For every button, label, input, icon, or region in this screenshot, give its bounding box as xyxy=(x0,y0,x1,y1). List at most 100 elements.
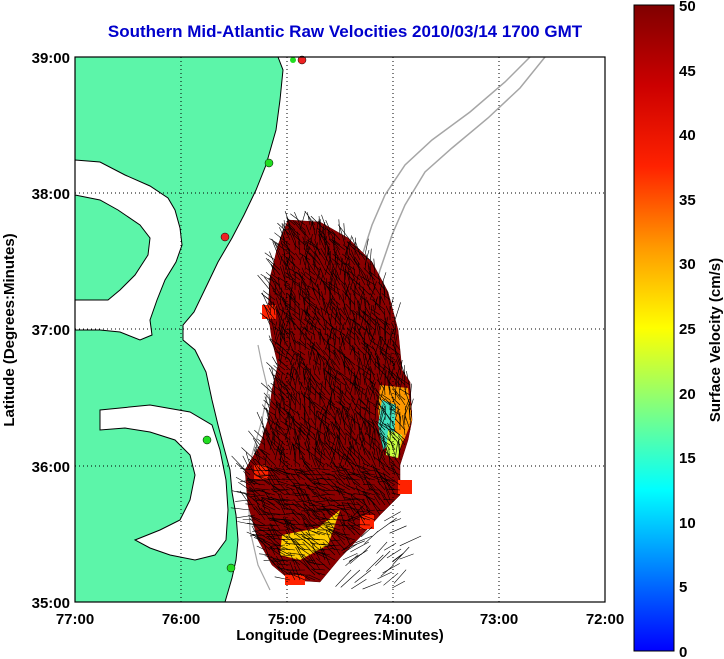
velocity-arrow xyxy=(323,404,336,421)
velocity-arrow xyxy=(378,347,391,356)
velocity-arrow xyxy=(269,419,286,431)
velocity-arrow xyxy=(288,505,296,516)
velocity-arrow xyxy=(236,514,256,519)
velocity-arrow xyxy=(375,447,381,466)
velocity-arrow xyxy=(325,525,341,531)
velocity-arrow xyxy=(288,287,296,301)
velocity-arrow xyxy=(339,454,344,466)
velocity-arrow xyxy=(291,527,306,531)
velocity-arrow xyxy=(379,432,396,446)
velocity-arrow xyxy=(297,474,306,481)
velocity-arrow xyxy=(250,515,261,521)
velocity-arrow xyxy=(289,521,296,536)
velocity-arrow xyxy=(282,395,286,406)
velocity-arrow xyxy=(316,410,321,421)
velocity-arrow xyxy=(358,366,361,376)
velocity-arrow xyxy=(360,252,366,261)
velocity-arrow xyxy=(321,279,331,291)
velocity-arrow xyxy=(282,223,291,241)
velocity-arrow xyxy=(304,317,310,331)
velocity-arrow xyxy=(369,271,381,281)
velocity-arrow xyxy=(275,402,291,416)
colorbar-tick-label: 45 xyxy=(679,63,696,80)
station-marker xyxy=(264,158,274,168)
velocity-arrow xyxy=(267,535,281,551)
velocity-arrow xyxy=(369,424,372,436)
velocity-arrow xyxy=(333,538,346,551)
velocity-arrow xyxy=(275,372,281,381)
velocity-arrow xyxy=(274,350,291,361)
velocity-arrow xyxy=(364,309,367,326)
velocity-arrow xyxy=(273,484,286,486)
velocity-arrow xyxy=(371,441,381,451)
velocity-arrow xyxy=(324,235,331,256)
velocity-arrow xyxy=(390,408,401,416)
velocity-arrow xyxy=(342,307,351,326)
velocity-arrow xyxy=(390,338,401,351)
velocity-arrow xyxy=(347,522,361,536)
velocity-arrow xyxy=(368,450,376,466)
velocity-arrow xyxy=(316,448,331,461)
velocity-arrow xyxy=(349,278,354,291)
velocity-arrow xyxy=(347,262,356,281)
velocity-arrow xyxy=(366,274,371,286)
velocity-arrow xyxy=(261,292,271,311)
velocity-arrow xyxy=(398,394,406,401)
velocity-arrow xyxy=(295,499,316,503)
velocity-arrow xyxy=(306,511,311,521)
velocity-arrow xyxy=(394,366,400,386)
velocity-arrow xyxy=(404,386,407,396)
bathymetry-contour-3 xyxy=(247,344,271,591)
velocity-arrow xyxy=(305,267,316,276)
velocity-arrow xyxy=(304,286,309,301)
velocity-arrow xyxy=(369,281,377,301)
velocity-arrow xyxy=(258,467,266,476)
velocity-arrow xyxy=(289,365,292,381)
velocity-arrow xyxy=(328,317,336,336)
velocity-arrow xyxy=(310,237,316,251)
velocity-arrow xyxy=(240,479,256,482)
velocity-arrow xyxy=(333,279,336,296)
velocity-arrow xyxy=(252,498,261,506)
velocity-arrow xyxy=(261,505,271,511)
velocity-arrow xyxy=(369,292,376,301)
velocity-arrow xyxy=(393,429,406,441)
velocity-arrow xyxy=(376,356,381,376)
velocity-arrow xyxy=(341,523,356,531)
velocity-arrow xyxy=(274,413,281,426)
velocity-arrow xyxy=(373,363,386,376)
velocity-arrow xyxy=(242,519,256,521)
velocity-arrow xyxy=(333,349,341,361)
velocity-arrow xyxy=(354,439,361,456)
velocity-arrow xyxy=(336,432,341,451)
velocity-arrow xyxy=(343,364,356,376)
velocity-arrow xyxy=(269,238,281,246)
velocity-arrow xyxy=(303,373,311,391)
velocity-arrow xyxy=(339,425,341,446)
velocity-arrow xyxy=(275,448,291,461)
velocity-arrow xyxy=(305,449,321,461)
velocity-arrow xyxy=(307,417,311,431)
velocity-arrow xyxy=(248,486,261,496)
velocity-arrow xyxy=(375,491,386,506)
velocity-arrow xyxy=(329,528,346,536)
velocity-arrow xyxy=(373,305,376,316)
velocity-arrow xyxy=(346,446,361,461)
velocity-arrow xyxy=(283,250,286,261)
velocity-arrow xyxy=(324,320,327,336)
velocity-cell-3 xyxy=(398,480,412,494)
velocity-arrow xyxy=(269,425,281,436)
velocity-arrow xyxy=(372,299,386,316)
velocity-arrow xyxy=(343,399,351,406)
velocity-arrow xyxy=(349,301,351,316)
velocity-arrow xyxy=(298,390,301,401)
velocity-arrow xyxy=(296,489,306,506)
velocity-arrow xyxy=(370,418,381,436)
velocity-arrow xyxy=(288,415,291,426)
velocity-arrow xyxy=(298,338,306,346)
velocity-arrow xyxy=(260,448,271,461)
velocity-arrow xyxy=(374,391,386,406)
velocity-arrow xyxy=(391,359,396,371)
velocity-arrow xyxy=(264,491,271,501)
y-tick-label: 36:00 xyxy=(32,459,70,476)
